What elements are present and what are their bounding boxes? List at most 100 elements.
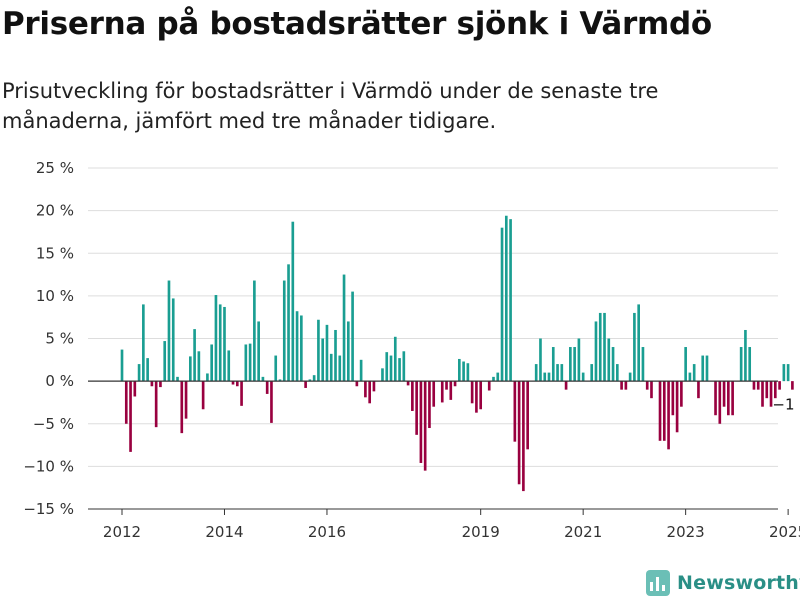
bar — [722, 381, 726, 407]
bar — [146, 358, 149, 382]
bar — [154, 381, 158, 428]
bar — [633, 312, 636, 382]
bar — [475, 381, 478, 413]
bar — [701, 355, 705, 382]
bar — [637, 304, 640, 382]
bar — [504, 215, 508, 382]
bar — [197, 351, 201, 382]
bar — [393, 336, 397, 382]
bar — [223, 306, 226, 382]
bar — [543, 372, 547, 382]
x-tick-label: 2021 — [564, 523, 602, 541]
bar — [479, 381, 483, 410]
bar — [150, 381, 154, 387]
bar — [372, 381, 376, 392]
bar — [364, 381, 367, 398]
bar — [321, 338, 325, 382]
bar — [727, 381, 730, 416]
bar — [624, 381, 628, 390]
bar — [381, 368, 384, 382]
bar — [385, 352, 389, 382]
bar — [658, 381, 662, 441]
bar — [432, 381, 436, 407]
bar — [731, 381, 734, 416]
bar — [338, 355, 342, 382]
bar — [534, 364, 538, 382]
x-tick-label: 2023 — [667, 523, 705, 541]
brand-name: Newsworthy — [677, 572, 800, 594]
bar — [671, 381, 675, 416]
bar — [547, 372, 551, 382]
y-tick-label: 20 % — [36, 202, 74, 220]
bar — [415, 381, 418, 435]
bar — [581, 372, 585, 382]
y-tick-label: 5 % — [45, 330, 74, 348]
bar — [594, 321, 598, 382]
bar — [368, 381, 371, 404]
bar — [329, 353, 333, 382]
bar — [551, 347, 555, 382]
bar — [513, 381, 517, 442]
bar — [206, 373, 209, 382]
bar — [142, 304, 145, 382]
y-tick-label: 15 % — [36, 244, 74, 262]
bar — [287, 264, 290, 382]
bar — [462, 361, 465, 382]
bar — [590, 364, 594, 382]
bar — [458, 358, 461, 382]
x-tick-label: 2016 — [308, 523, 346, 541]
bar — [406, 381, 410, 386]
bar — [791, 381, 794, 390]
bar — [325, 324, 329, 382]
bar — [265, 381, 269, 394]
bar — [274, 355, 278, 382]
bar — [500, 227, 504, 382]
bar — [778, 381, 781, 390]
newsworthy-logo: Newsworthy — [646, 566, 800, 600]
bar — [167, 280, 171, 382]
bar — [282, 280, 286, 382]
bar — [680, 381, 683, 407]
bar — [603, 312, 606, 382]
bar — [411, 381, 414, 411]
bar — [739, 347, 743, 382]
bar — [163, 341, 167, 382]
bar — [628, 372, 632, 382]
bar — [342, 274, 346, 382]
bar — [782, 364, 786, 382]
bar — [577, 338, 581, 382]
bar — [761, 381, 764, 407]
bar — [257, 321, 260, 382]
bar — [334, 329, 337, 382]
bar — [620, 381, 623, 390]
bar — [240, 381, 243, 406]
bar — [564, 381, 568, 390]
y-axis: −15 % −10 % −5 % 0 % 5 % 10 % 15 % 20 % 25 % — [23, 159, 74, 518]
bar — [773, 381, 777, 399]
bar — [662, 381, 666, 441]
bar — [253, 280, 256, 382]
bar — [492, 376, 495, 382]
bar — [261, 376, 265, 382]
bar — [120, 349, 124, 382]
bar — [248, 343, 252, 382]
last-value-label: −1 % — [772, 396, 800, 414]
bar — [270, 381, 273, 423]
bar — [308, 379, 312, 382]
chart-title: Priserna på bostadsrätter sjönk i Värmdö — [2, 6, 712, 42]
y-tick-label: 0 % — [45, 372, 74, 390]
bar — [453, 381, 457, 387]
bar — [440, 381, 444, 403]
x-axis: 2012 2014 2016 2019 2021 2023 2025 — [88, 508, 800, 541]
y-tick-label: 10 % — [36, 287, 74, 305]
bar — [556, 364, 559, 382]
bar — [193, 329, 196, 382]
bar — [278, 379, 282, 382]
bar — [517, 381, 521, 485]
bar — [598, 312, 602, 382]
bar — [650, 381, 653, 399]
bar — [346, 321, 350, 382]
bar — [692, 364, 696, 382]
chart-subtitle: Prisutveckling för bostadsrätter i Värmd… — [2, 79, 659, 133]
